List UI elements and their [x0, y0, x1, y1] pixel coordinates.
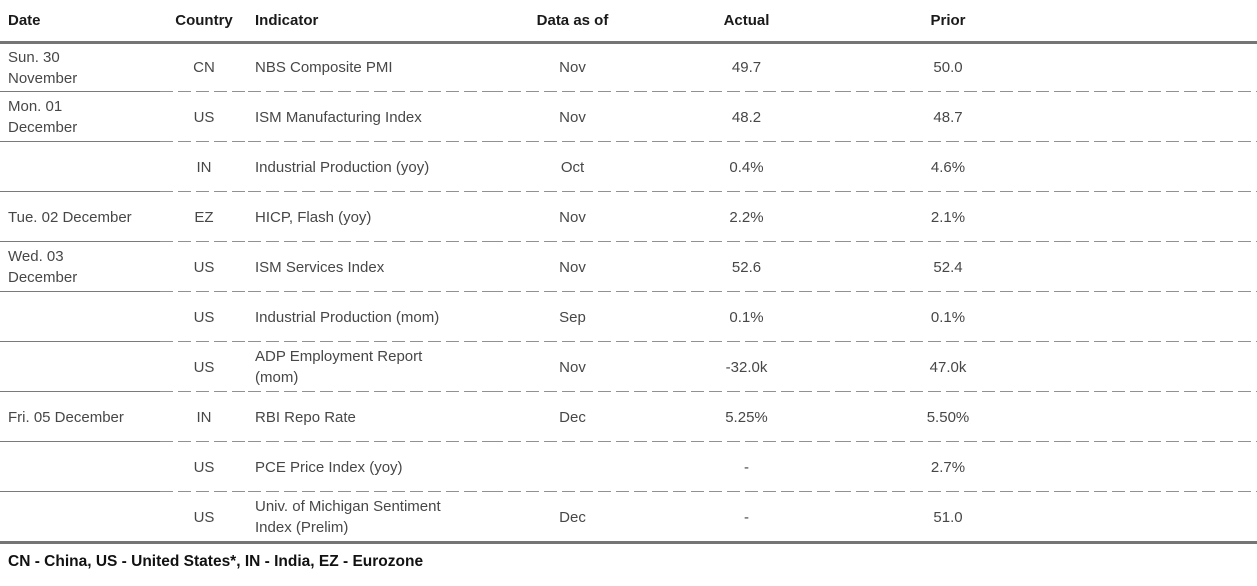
header-row: Date Country Indicator Data as of Actual… — [0, 0, 1257, 44]
prior-cell: 51.0 — [838, 492, 1058, 542]
column-header-date: Date — [0, 0, 160, 44]
prior-cell: 47.0k — [838, 342, 1058, 392]
actual-cell: 49.7 — [655, 42, 838, 92]
date-cell: Wed. 03 December — [0, 242, 160, 292]
country-legend-footnote: CN - China, US - United States*, IN - In… — [0, 541, 1257, 571]
indicator-cell: PCE Price Index (yoy) — [248, 442, 490, 492]
data-as-of-cell: Nov — [490, 342, 655, 392]
column-header-actual: Actual — [655, 0, 838, 44]
table-row: US ADP Employment Report (mom) Nov -32.0… — [0, 342, 1257, 392]
indicator-cell: Industrial Production (yoy) — [248, 142, 490, 192]
indicator-cell: RBI Repo Rate — [248, 392, 490, 442]
country-cell: EZ — [160, 192, 248, 242]
indicator-cell: ADP Employment Report (mom) — [248, 342, 490, 392]
country-cell: IN — [160, 142, 248, 192]
table-row: US PCE Price Index (yoy) - 2.7% — [0, 442, 1257, 492]
economic-calendar-table: Date Country Indicator Data as of Actual… — [0, 0, 1257, 542]
country-cell: IN — [160, 392, 248, 442]
column-header-country: Country — [160, 0, 248, 44]
actual-cell: 48.2 — [655, 92, 838, 142]
date-cell — [0, 442, 160, 492]
prior-cell: 50.0 — [838, 42, 1058, 92]
actual-cell: 0.1% — [655, 292, 838, 342]
prior-cell: 5.50% — [838, 392, 1058, 442]
table-row: Tue. 02 December EZ HICP, Flash (yoy) No… — [0, 192, 1257, 242]
data-as-of-cell: Oct — [490, 142, 655, 192]
indicator-cell: ISM Services Index — [248, 242, 490, 292]
table-row: Fri. 05 December IN RBI Repo Rate Dec 5.… — [0, 392, 1257, 442]
data-as-of-cell: Sep — [490, 292, 655, 342]
indicator-cell: NBS Composite PMI — [248, 42, 490, 92]
data-as-of-cell: Dec — [490, 492, 655, 542]
date-cell — [0, 492, 160, 542]
prior-cell: 4.6% — [838, 142, 1058, 192]
table-row: IN Industrial Production (yoy) Oct 0.4% … — [0, 142, 1257, 192]
date-cell — [0, 292, 160, 342]
table-row: US Industrial Production (mom) Sep 0.1% … — [0, 292, 1257, 342]
prior-cell: 2.7% — [838, 442, 1058, 492]
country-cell: US — [160, 342, 248, 392]
date-cell: Mon. 01 December — [0, 92, 160, 142]
actual-cell: 52.6 — [655, 242, 838, 292]
date-cell — [0, 342, 160, 392]
prior-cell: 0.1% — [838, 292, 1058, 342]
date-cell: Sun. 30 November — [0, 42, 160, 92]
column-header-prior: Prior — [838, 0, 1058, 44]
country-cell: CN — [160, 42, 248, 92]
column-header-indicator: Indicator — [248, 0, 490, 44]
country-cell: US — [160, 442, 248, 492]
column-header-filler — [1058, 0, 1257, 44]
indicator-cell: Univ. of Michigan Sentiment Index (Preli… — [248, 492, 490, 542]
filler-cell — [1058, 92, 1257, 142]
data-as-of-cell — [490, 442, 655, 492]
filler-cell — [1058, 342, 1257, 392]
filler-cell — [1058, 192, 1257, 242]
date-cell: Fri. 05 December — [0, 392, 160, 442]
actual-cell: 2.2% — [655, 192, 838, 242]
indicator-cell: HICP, Flash (yoy) — [248, 192, 490, 242]
actual-cell: - — [655, 492, 838, 542]
country-cell: US — [160, 242, 248, 292]
country-cell: US — [160, 492, 248, 542]
date-cell — [0, 142, 160, 192]
filler-cell — [1058, 292, 1257, 342]
table-row: Wed. 03 December US ISM Services Index N… — [0, 242, 1257, 292]
data-as-of-cell: Nov — [490, 242, 655, 292]
table-body: Sun. 30 November CN NBS Composite PMI No… — [0, 42, 1257, 542]
prior-cell: 52.4 — [838, 242, 1058, 292]
actual-cell: -32.0k — [655, 342, 838, 392]
economic-calendar: Date Country Indicator Data as of Actual… — [0, 0, 1257, 571]
country-cell: US — [160, 292, 248, 342]
data-as-of-cell: Nov — [490, 192, 655, 242]
filler-cell — [1058, 442, 1257, 492]
indicator-cell: ISM Manufacturing Index — [248, 92, 490, 142]
indicator-cell: Industrial Production (mom) — [248, 292, 490, 342]
data-as-of-cell: Dec — [490, 392, 655, 442]
actual-cell: 0.4% — [655, 142, 838, 192]
filler-cell — [1058, 42, 1257, 92]
filler-cell — [1058, 492, 1257, 542]
prior-cell: 2.1% — [838, 192, 1058, 242]
filler-cell — [1058, 242, 1257, 292]
data-as-of-cell: Nov — [490, 92, 655, 142]
actual-cell: - — [655, 442, 838, 492]
table-row: Sun. 30 November CN NBS Composite PMI No… — [0, 42, 1257, 92]
filler-cell — [1058, 392, 1257, 442]
column-header-data-as-of: Data as of — [490, 0, 655, 44]
data-as-of-cell: Nov — [490, 42, 655, 92]
date-cell: Tue. 02 December — [0, 192, 160, 242]
table-row: US Univ. of Michigan Sentiment Index (Pr… — [0, 492, 1257, 542]
actual-cell: 5.25% — [655, 392, 838, 442]
filler-cell — [1058, 142, 1257, 192]
table-row: Mon. 01 December US ISM Manufacturing In… — [0, 92, 1257, 142]
country-cell: US — [160, 92, 248, 142]
table-header: Date Country Indicator Data as of Actual… — [0, 0, 1257, 44]
prior-cell: 48.7 — [838, 92, 1058, 142]
